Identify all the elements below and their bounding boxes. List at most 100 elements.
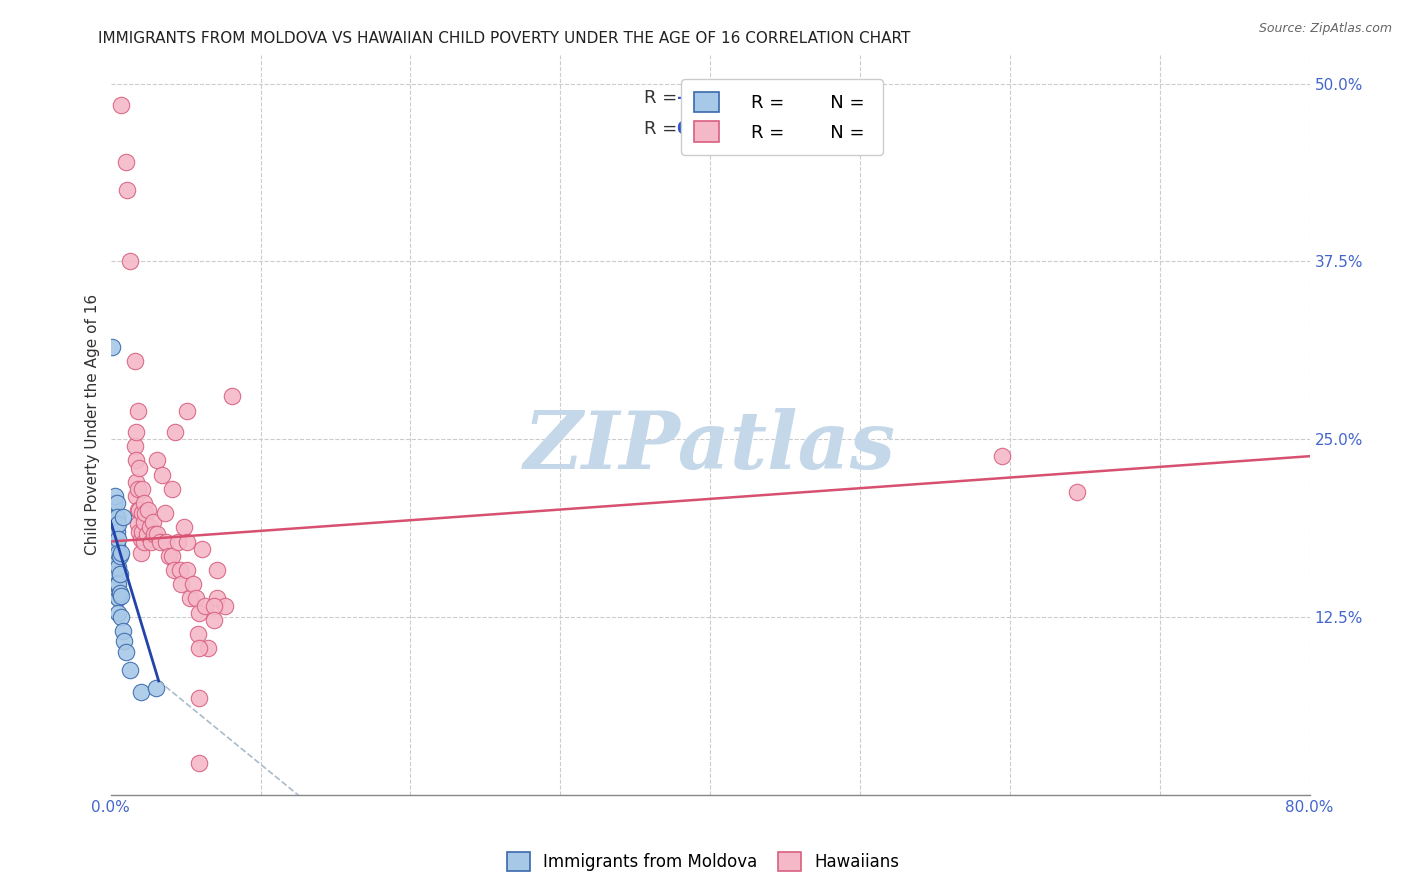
- Point: [104, 489, 127, 503]
- Text: 34: 34: [776, 89, 801, 107]
- Point: [127, 482, 149, 496]
- Y-axis label: Child Poverty Under the Age of 16: Child Poverty Under the Age of 16: [86, 294, 100, 556]
- Point: [101, 340, 124, 354]
- Text: -0.245: -0.245: [676, 89, 741, 107]
- Point: [160, 549, 183, 563]
- Point: [107, 606, 129, 620]
- Point: [221, 389, 243, 403]
- Point: [132, 534, 155, 549]
- Point: [188, 756, 211, 771]
- Legend: Immigrants from Moldova, Hawaiians: Immigrants from Moldova, Hawaiians: [498, 843, 908, 880]
- Point: [179, 591, 201, 606]
- Point: [149, 534, 172, 549]
- Point: [105, 524, 128, 539]
- Point: [197, 641, 219, 656]
- Legend:     R =        N = ,     R =        N = : R = N = , R = N =: [681, 79, 883, 155]
- Point: [105, 567, 128, 582]
- Point: [105, 496, 128, 510]
- Point: [115, 183, 138, 197]
- Point: [125, 453, 148, 467]
- Point: [136, 503, 159, 517]
- Point: [114, 154, 136, 169]
- Point: [176, 563, 198, 577]
- Point: [205, 591, 228, 606]
- Point: [165, 425, 187, 439]
- Point: [104, 510, 127, 524]
- Point: [105, 553, 128, 567]
- Point: [107, 560, 129, 574]
- Point: [112, 634, 135, 648]
- Point: [104, 560, 127, 574]
- Point: [128, 503, 150, 517]
- Point: [128, 460, 150, 475]
- Point: [105, 510, 128, 524]
- Point: [170, 577, 193, 591]
- Point: [176, 534, 198, 549]
- Point: [135, 527, 157, 541]
- Point: [146, 527, 169, 541]
- Point: [132, 515, 155, 529]
- Point: [991, 449, 1014, 463]
- Point: [108, 586, 131, 600]
- Point: [202, 613, 225, 627]
- Text: 69: 69: [776, 120, 801, 138]
- Point: [163, 563, 186, 577]
- Point: [176, 403, 198, 417]
- Point: [188, 606, 211, 620]
- Point: [141, 534, 163, 549]
- Point: [155, 534, 177, 549]
- Text: N =: N =: [747, 89, 786, 107]
- Text: R =: R =: [644, 89, 683, 107]
- Point: [131, 506, 153, 520]
- Point: [131, 524, 153, 539]
- Point: [107, 591, 129, 606]
- Point: [150, 467, 173, 482]
- Point: [110, 98, 132, 112]
- Point: [124, 354, 146, 368]
- Text: R =: R =: [644, 120, 689, 138]
- Point: [169, 563, 191, 577]
- Point: [143, 527, 166, 541]
- Point: [191, 541, 214, 556]
- Point: [127, 403, 149, 417]
- Point: [107, 532, 129, 546]
- Point: [105, 539, 128, 553]
- Point: [129, 546, 152, 560]
- Point: [153, 506, 176, 520]
- Point: [110, 589, 132, 603]
- Point: [157, 549, 180, 563]
- Text: Source: ZipAtlas.com: Source: ZipAtlas.com: [1258, 22, 1392, 36]
- Point: [114, 645, 136, 659]
- Point: [188, 690, 211, 705]
- Point: [127, 517, 149, 532]
- Point: [125, 475, 148, 489]
- Point: [214, 599, 236, 613]
- Point: [145, 681, 167, 695]
- Point: [125, 489, 148, 503]
- Point: [105, 589, 128, 603]
- Point: [184, 591, 207, 606]
- Point: [1066, 484, 1088, 499]
- Point: [132, 496, 155, 510]
- Point: [146, 453, 169, 467]
- Point: [107, 517, 129, 532]
- Point: [129, 532, 152, 546]
- Point: [107, 577, 129, 591]
- Point: [107, 546, 129, 560]
- Point: [104, 532, 127, 546]
- Point: [110, 610, 132, 624]
- Point: [138, 520, 160, 534]
- Point: [131, 482, 153, 496]
- Point: [103, 517, 125, 532]
- Point: [167, 534, 190, 549]
- Point: [187, 627, 209, 641]
- Point: [120, 254, 142, 268]
- Text: N =: N =: [747, 120, 786, 138]
- Text: IMMIGRANTS FROM MOLDOVA VS HAWAIIAN CHILD POVERTY UNDER THE AGE OF 16 CORRELATIO: IMMIGRANTS FROM MOLDOVA VS HAWAIIAN CHIL…: [98, 31, 911, 46]
- Point: [111, 624, 134, 639]
- Point: [105, 577, 128, 591]
- Point: [110, 546, 132, 560]
- Point: [134, 506, 156, 520]
- Point: [194, 599, 217, 613]
- Text: 0.088: 0.088: [676, 120, 734, 138]
